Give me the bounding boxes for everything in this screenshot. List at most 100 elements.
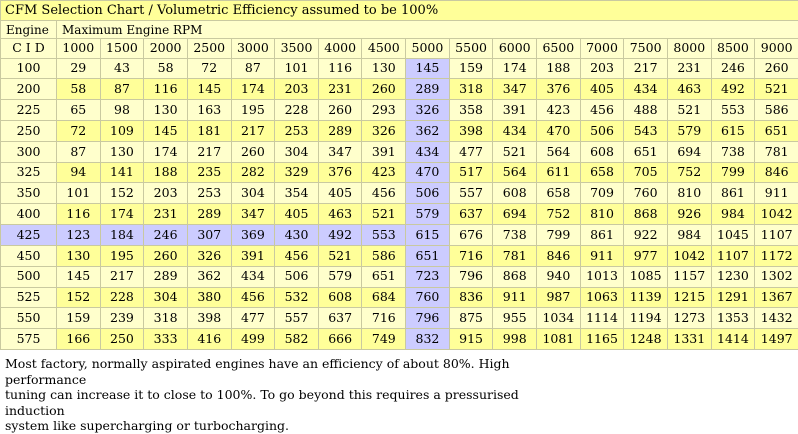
cfm-value-cell: 553 <box>711 100 755 121</box>
cfm-value-cell: 1114 <box>580 308 624 329</box>
cfm-value-cell: 517 <box>449 162 493 183</box>
cid-cell: 525 <box>1 287 57 308</box>
rpm-header-cell: 8500 <box>711 39 755 58</box>
note-line: system like supercharging or turbochargi… <box>5 418 565 434</box>
engine-header: Engine <box>1 21 57 39</box>
cfm-value-cell: 289 <box>187 204 231 225</box>
cfm-value-cell: 760 <box>406 287 450 308</box>
cfm-value-cell: 1107 <box>755 225 798 246</box>
cfm-value-cell: 781 <box>755 141 798 162</box>
cfm-value-cell: 940 <box>537 266 581 287</box>
cfm-value-cell: 749 <box>362 329 406 350</box>
cfm-value-cell: 304 <box>231 183 275 204</box>
cfm-value-cell: 611 <box>537 162 581 183</box>
cfm-value-cell: 145 <box>57 266 101 287</box>
cfm-value-cell: 362 <box>187 266 231 287</box>
cfm-value-cell: 217 <box>624 58 668 79</box>
cfm-value-cell: 405 <box>318 183 362 204</box>
cfm-value-cell: 101 <box>275 58 319 79</box>
cfm-value-cell: 391 <box>493 100 537 121</box>
cfm-value-cell: 217 <box>100 266 144 287</box>
cfm-value-cell: 477 <box>231 308 275 329</box>
rpm-header-cell: 4500 <box>362 39 406 58</box>
cfm-value-cell: 253 <box>275 121 319 142</box>
cid-cell: 200 <box>1 79 57 100</box>
cfm-value-cell: 333 <box>144 329 188 350</box>
cfm-value-cell: 188 <box>144 162 188 183</box>
cid-cell: 350 <box>1 183 57 204</box>
cid-cell: 400 <box>1 204 57 225</box>
cfm-value-cell: 434 <box>493 121 537 142</box>
cfm-value-cell: 145 <box>406 58 450 79</box>
cid-cell: 500 <box>1 266 57 287</box>
cfm-value-cell: 799 <box>537 225 581 246</box>
cfm-value-cell: 329 <box>275 162 319 183</box>
cfm-value-cell: 405 <box>580 79 624 100</box>
rpm-header-cell: 6000 <box>493 39 537 58</box>
cid-header: C I D <box>1 39 57 58</box>
cid-cell: 575 <box>1 329 57 350</box>
cfm-value-cell: 58 <box>57 79 101 100</box>
cfm-value-cell: 326 <box>187 245 231 266</box>
cfm-value-cell: 1248 <box>624 329 668 350</box>
cfm-value-cell: 998 <box>493 329 537 350</box>
cfm-value-cell: 43 <box>100 58 144 79</box>
rpm-header-cell: 8000 <box>667 39 711 58</box>
cfm-value-cell: 1215 <box>667 287 711 308</box>
cfm-value-cell: 260 <box>362 79 406 100</box>
cfm-value-cell: 694 <box>667 141 711 162</box>
cfm-value-cell: 123 <box>57 225 101 246</box>
cfm-value-cell: 130 <box>362 58 406 79</box>
cfm-value-cell: 922 <box>624 225 668 246</box>
cfm-value-cell: 228 <box>275 100 319 121</box>
cfm-value-cell: 1432 <box>755 308 798 329</box>
cfm-value-cell: 564 <box>493 162 537 183</box>
cfm-value-cell: 434 <box>231 266 275 287</box>
rpm-header-cell: 4000 <box>318 39 362 58</box>
cid-cell: 225 <box>1 100 57 121</box>
cfm-value-cell: 362 <box>406 121 450 142</box>
cfm-value-cell: 304 <box>144 287 188 308</box>
cfm-value-cell: 1172 <box>755 245 798 266</box>
cfm-value-cell: 752 <box>667 162 711 183</box>
cfm-value-cell: 239 <box>100 308 144 329</box>
cfm-value-cell: 684 <box>362 287 406 308</box>
cfm-value-cell: 543 <box>624 121 668 142</box>
cfm-value-cell: 65 <box>57 100 101 121</box>
cid-cell: 300 <box>1 141 57 162</box>
cfm-value-cell: 637 <box>318 308 362 329</box>
rpm-header-cell: 7000 <box>580 39 624 58</box>
cfm-value-cell: 911 <box>493 287 537 308</box>
cfm-value-cell: 521 <box>362 204 406 225</box>
cfm-value-cell: 159 <box>57 308 101 329</box>
cfm-value-cell: 608 <box>318 287 362 308</box>
cfm-value-cell: 231 <box>667 58 711 79</box>
cfm-value-cell: 1353 <box>711 308 755 329</box>
cid-cell: 425 <box>1 225 57 246</box>
cfm-value-cell: 109 <box>100 121 144 142</box>
cfm-value-cell: 1165 <box>580 329 624 350</box>
cfm-value-cell: 203 <box>144 183 188 204</box>
cid-cell: 325 <box>1 162 57 183</box>
cfm-value-cell: 1414 <box>711 329 755 350</box>
cfm-value-cell: 1139 <box>624 287 668 308</box>
cfm-value-cell: 463 <box>318 204 362 225</box>
cfm-value-cell: 72 <box>187 58 231 79</box>
cfm-value-cell: 58 <box>144 58 188 79</box>
cfm-value-cell: 1085 <box>624 266 668 287</box>
cfm-value-cell: 615 <box>406 225 450 246</box>
cfm-value-cell: 658 <box>580 162 624 183</box>
cfm-value-cell: 521 <box>493 141 537 162</box>
cfm-selection-table: CFM Selection Chart / Volumetric Efficie… <box>0 0 798 350</box>
cfm-value-cell: 608 <box>580 141 624 162</box>
cfm-value-cell: 174 <box>144 141 188 162</box>
cfm-value-cell: 861 <box>711 183 755 204</box>
cfm-value-cell: 29 <box>57 58 101 79</box>
cfm-value-cell: 130 <box>144 100 188 121</box>
